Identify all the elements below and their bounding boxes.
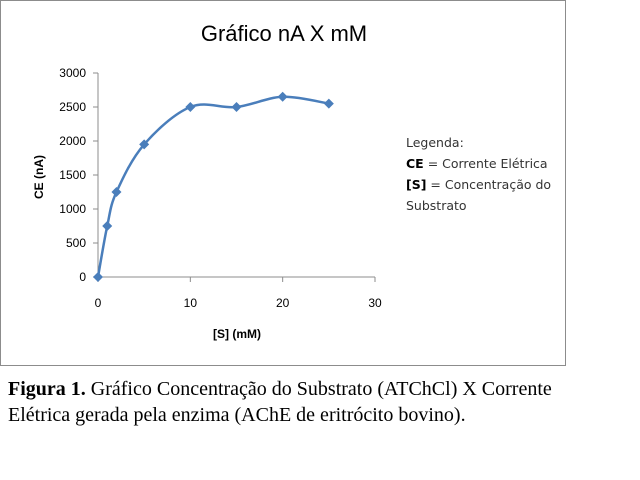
y-tick-label: 2500 (59, 100, 86, 114)
x-tick-marks (97, 277, 376, 282)
y-axis-label: CE (nA) (32, 155, 46, 199)
y-tick-marks (93, 72, 98, 278)
legend-line-3: Substrato (406, 198, 467, 213)
chart-frame: Gráfico nA X mM 0 500 1000 1500 2000 2500 3000… (0, 0, 566, 366)
data-point-marker (185, 102, 196, 112)
series-markers (93, 91, 334, 282)
chart-title: Gráfico nA X mM (201, 21, 367, 46)
legend-heading: Legenda: (406, 135, 464, 150)
caption-text: Gráfico Concentração do Substrato (ATChC… (8, 378, 552, 426)
legend-s-abbr: [S] (406, 177, 426, 192)
data-point-marker (277, 91, 288, 102)
series-line (96, 95, 330, 278)
legend-line-2: [S] = Concentração do (406, 177, 551, 192)
x-tick-label: 20 (276, 296, 290, 310)
x-tick-label: 30 (368, 296, 382, 310)
caption-label: Figura 1. (8, 378, 86, 400)
line-chart: Gráfico nA X mM 050010001500200025003000… (32, 21, 551, 341)
y-tick-label: 500 (66, 236, 86, 250)
x-axis-label: [S] (mM) (213, 327, 261, 341)
x-tick-label: 10 (184, 296, 198, 310)
x-tick-labels: 0 10 20 30 (95, 296, 382, 310)
legend-box: Legenda: CE = Corrente Elétrica [S] = Co… (406, 135, 551, 213)
data-point-marker (139, 139, 150, 150)
data-point-marker (93, 272, 103, 282)
data-point-marker (102, 221, 113, 231)
legend-line-1: CE = Corrente Elétrica (406, 156, 548, 171)
data-point-marker (231, 102, 242, 112)
y-tick-label: 1500 (59, 168, 86, 182)
figure-caption: Figura 1. Gráfico Concentração do Substr… (8, 376, 608, 428)
x-tick-label: 0 (95, 296, 102, 310)
y-tick-label: 0 (79, 270, 86, 284)
legend-ce-abbr: CE (406, 156, 424, 171)
legend-s-desc: = Concentração do (426, 177, 551, 192)
y-tick-label: 2000 (59, 134, 86, 148)
y-tick-label: 1000 (59, 202, 86, 216)
data-point-marker (323, 98, 334, 109)
y-tick-labels: 0 500 1000 1500 2000 2500 3000 (59, 66, 86, 284)
y-tick-label: 3000 (59, 66, 86, 80)
legend-ce-desc: = Corrente Elétrica (424, 156, 548, 171)
data-point-marker (111, 187, 122, 197)
